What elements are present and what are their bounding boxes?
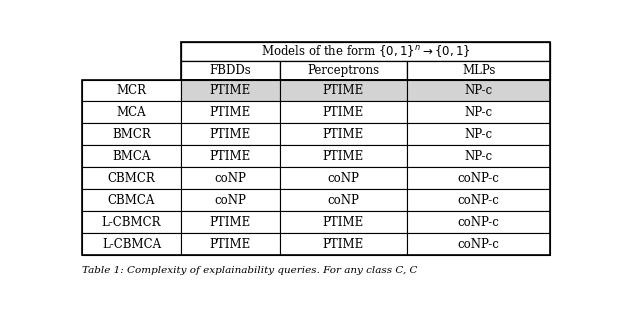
Text: coNP: coNP — [215, 194, 246, 207]
Text: coNP: coNP — [215, 172, 246, 185]
Text: BMCA: BMCA — [112, 150, 150, 163]
Bar — [407, 80, 550, 101]
Text: PTIME: PTIME — [210, 150, 251, 163]
Bar — [82, 123, 181, 145]
Bar — [407, 211, 550, 233]
Text: CBMCR: CBMCR — [107, 172, 155, 185]
Bar — [181, 80, 280, 101]
Bar — [82, 167, 181, 189]
Bar — [82, 80, 550, 255]
Text: L-CBMCR: L-CBMCR — [102, 216, 161, 229]
Text: BMCR: BMCR — [112, 128, 151, 141]
Text: CBMCA: CBMCA — [108, 194, 155, 207]
Text: PTIME: PTIME — [210, 84, 251, 97]
Text: MCA: MCA — [117, 106, 146, 119]
Bar — [181, 42, 550, 61]
Text: PTIME: PTIME — [323, 106, 364, 119]
Bar — [82, 145, 181, 167]
Bar — [280, 61, 407, 80]
Bar — [407, 145, 550, 167]
Text: PTIME: PTIME — [323, 128, 364, 141]
Text: NP-c: NP-c — [465, 150, 493, 163]
Bar — [407, 233, 550, 255]
Bar — [280, 101, 407, 123]
Bar — [181, 145, 280, 167]
Text: NP-c: NP-c — [465, 128, 493, 141]
Text: PTIME: PTIME — [323, 150, 364, 163]
Bar — [280, 189, 407, 211]
Bar — [407, 61, 550, 80]
Text: PTIME: PTIME — [210, 106, 251, 119]
Text: Perceptrons: Perceptrons — [308, 64, 379, 77]
Bar — [407, 101, 550, 123]
Text: PTIME: PTIME — [210, 128, 251, 141]
Text: PTIME: PTIME — [323, 216, 364, 229]
Text: coNP-c: coNP-c — [458, 194, 500, 207]
Bar — [407, 123, 550, 145]
Bar — [280, 211, 407, 233]
Bar — [82, 101, 181, 123]
Text: L-CBMCA: L-CBMCA — [102, 238, 161, 251]
Bar — [407, 189, 550, 211]
Text: NP-c: NP-c — [465, 106, 493, 119]
Bar — [82, 211, 181, 233]
Text: coNP: coNP — [328, 172, 359, 185]
Text: MCR: MCR — [117, 84, 147, 97]
Text: PTIME: PTIME — [323, 84, 364, 97]
Text: PTIME: PTIME — [323, 238, 364, 251]
Bar — [181, 167, 280, 189]
Text: NP-c: NP-c — [465, 84, 493, 97]
Bar — [82, 80, 181, 101]
Bar — [181, 61, 280, 80]
Bar — [82, 233, 181, 255]
Text: coNP: coNP — [328, 194, 359, 207]
Text: coNP-c: coNP-c — [458, 172, 500, 185]
Bar — [82, 189, 181, 211]
Bar — [407, 167, 550, 189]
Bar — [280, 167, 407, 189]
Bar — [181, 189, 280, 211]
Bar — [280, 233, 407, 255]
Bar — [181, 233, 280, 255]
Text: FBDDs: FBDDs — [210, 64, 251, 77]
Text: MLPs: MLPs — [462, 64, 495, 77]
Bar — [280, 123, 407, 145]
Bar — [181, 101, 280, 123]
Text: PTIME: PTIME — [210, 216, 251, 229]
Text: coNP-c: coNP-c — [458, 216, 500, 229]
Text: PTIME: PTIME — [210, 238, 251, 251]
Text: Models of the form $\{0,1\}^n \rightarrow \{0,1\}$: Models of the form $\{0,1\}^n \rightarro… — [261, 43, 470, 59]
Bar — [280, 145, 407, 167]
Bar — [181, 42, 550, 80]
Bar — [181, 123, 280, 145]
Bar — [181, 211, 280, 233]
Bar — [280, 80, 407, 101]
Text: Table 1: Complexity of explainability queries. For any class C, C: Table 1: Complexity of explainability qu… — [82, 266, 417, 275]
Text: coNP-c: coNP-c — [458, 238, 500, 251]
